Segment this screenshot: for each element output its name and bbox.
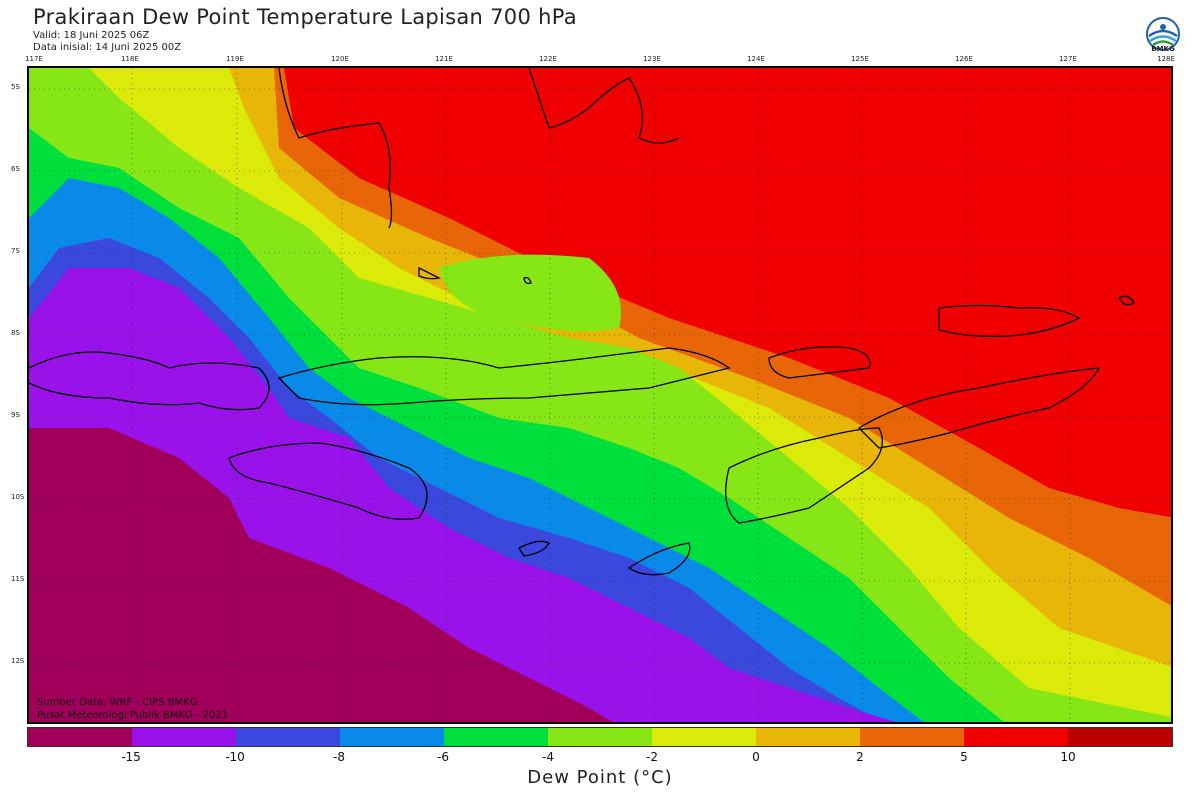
cb-tick-label: -10 [225,750,245,764]
cb-tick-label: -8 [333,750,345,764]
small-island-3 [523,276,532,285]
band-below-minus15 [29,428,613,722]
small-island-2 [418,266,441,280]
lon-label-118e: 118E [121,55,139,63]
colorbar [27,727,1173,747]
timor-east-coast [857,367,1101,449]
dew-point-map [27,66,1173,724]
small-island-1 [1118,295,1135,306]
lat-lon-grid [29,68,1171,722]
sumbawa-coast [29,351,270,411]
cb-seg-2 [132,728,236,746]
wetar-coast [938,304,1081,338]
flores-coast [277,347,731,406]
cb-seg-10 [964,728,1068,746]
cb-seg-7 [652,728,756,746]
cb-seg-6 [548,728,652,746]
coastlines [29,68,1135,576]
lat-label-11s: 11S [11,575,25,583]
cb-seg-9 [860,728,964,746]
sulawesi-coast [278,68,393,229]
dew-point-field [29,68,1171,722]
alor-coast [768,346,871,379]
lat-label-5s: 5S [11,83,20,91]
buton-coast [528,68,680,144]
cb-tick-label: -2 [646,750,658,764]
valid-time: Valid: 18 Juni 2025 06Z [33,30,150,41]
lon-label-122e: 122E [539,55,557,63]
cb-tick-label: -15 [121,750,141,764]
cb-tick-label: 5 [960,750,968,764]
lon-label-117e: 117E [25,55,43,63]
green-patch [439,254,621,332]
lat-label-10s: 10S [11,493,25,501]
colorbar-title: Dew Point (°C) [527,767,673,788]
logo-text: BMKG [1151,45,1175,53]
cb-tick-label: 2 [856,750,864,764]
cb-seg-1 [28,728,132,746]
lon-label-125e: 125E [851,55,869,63]
bmkg-logo-icon [1146,17,1180,51]
lon-label-123e: 123E [643,55,661,63]
cb-tick-label: -4 [542,750,554,764]
lon-label-120e: 120E [331,55,349,63]
timor-west-coast [725,427,883,524]
lat-label-12s: 12S [11,657,25,665]
sawu-coast [518,540,550,557]
lon-label-124e: 124E [747,55,765,63]
lon-label-127e: 127E [1059,55,1077,63]
cb-seg-4 [340,728,444,746]
lat-label-8s: 8S [11,329,20,337]
lon-label-128e: 128E [1157,55,1175,63]
lon-label-126e: 126E [955,55,973,63]
source-line-1: Sumber Data: WRF - CIPS BMKG [37,697,198,708]
cb-tick-label: 10 [1060,750,1076,764]
lat-label-7s: 7S [11,247,20,255]
cb-seg-3 [236,728,340,746]
cb-tick-label: -6 [437,750,449,764]
lon-label-121e: 121E [435,55,453,63]
cb-seg-5 [444,728,548,746]
sumba-coast [228,442,428,520]
cb-tick-label: 0 [752,750,760,764]
map-title: Prakiraan Dew Point Temperature Lapisan … [33,5,577,29]
cb-seg-8 [756,728,860,746]
lat-label-9s: 9S [11,411,20,419]
lat-label-6s: 6S [11,165,20,173]
lon-label-119e: 119E [226,55,244,63]
initial-data-time: Data inisial: 14 Juni 2025 00Z [33,42,182,53]
rote-coast [627,542,691,576]
cb-seg-11 [1068,728,1172,746]
source-line-2: Pusat Meteorologi Publik BMKG - 2021 [37,710,229,721]
